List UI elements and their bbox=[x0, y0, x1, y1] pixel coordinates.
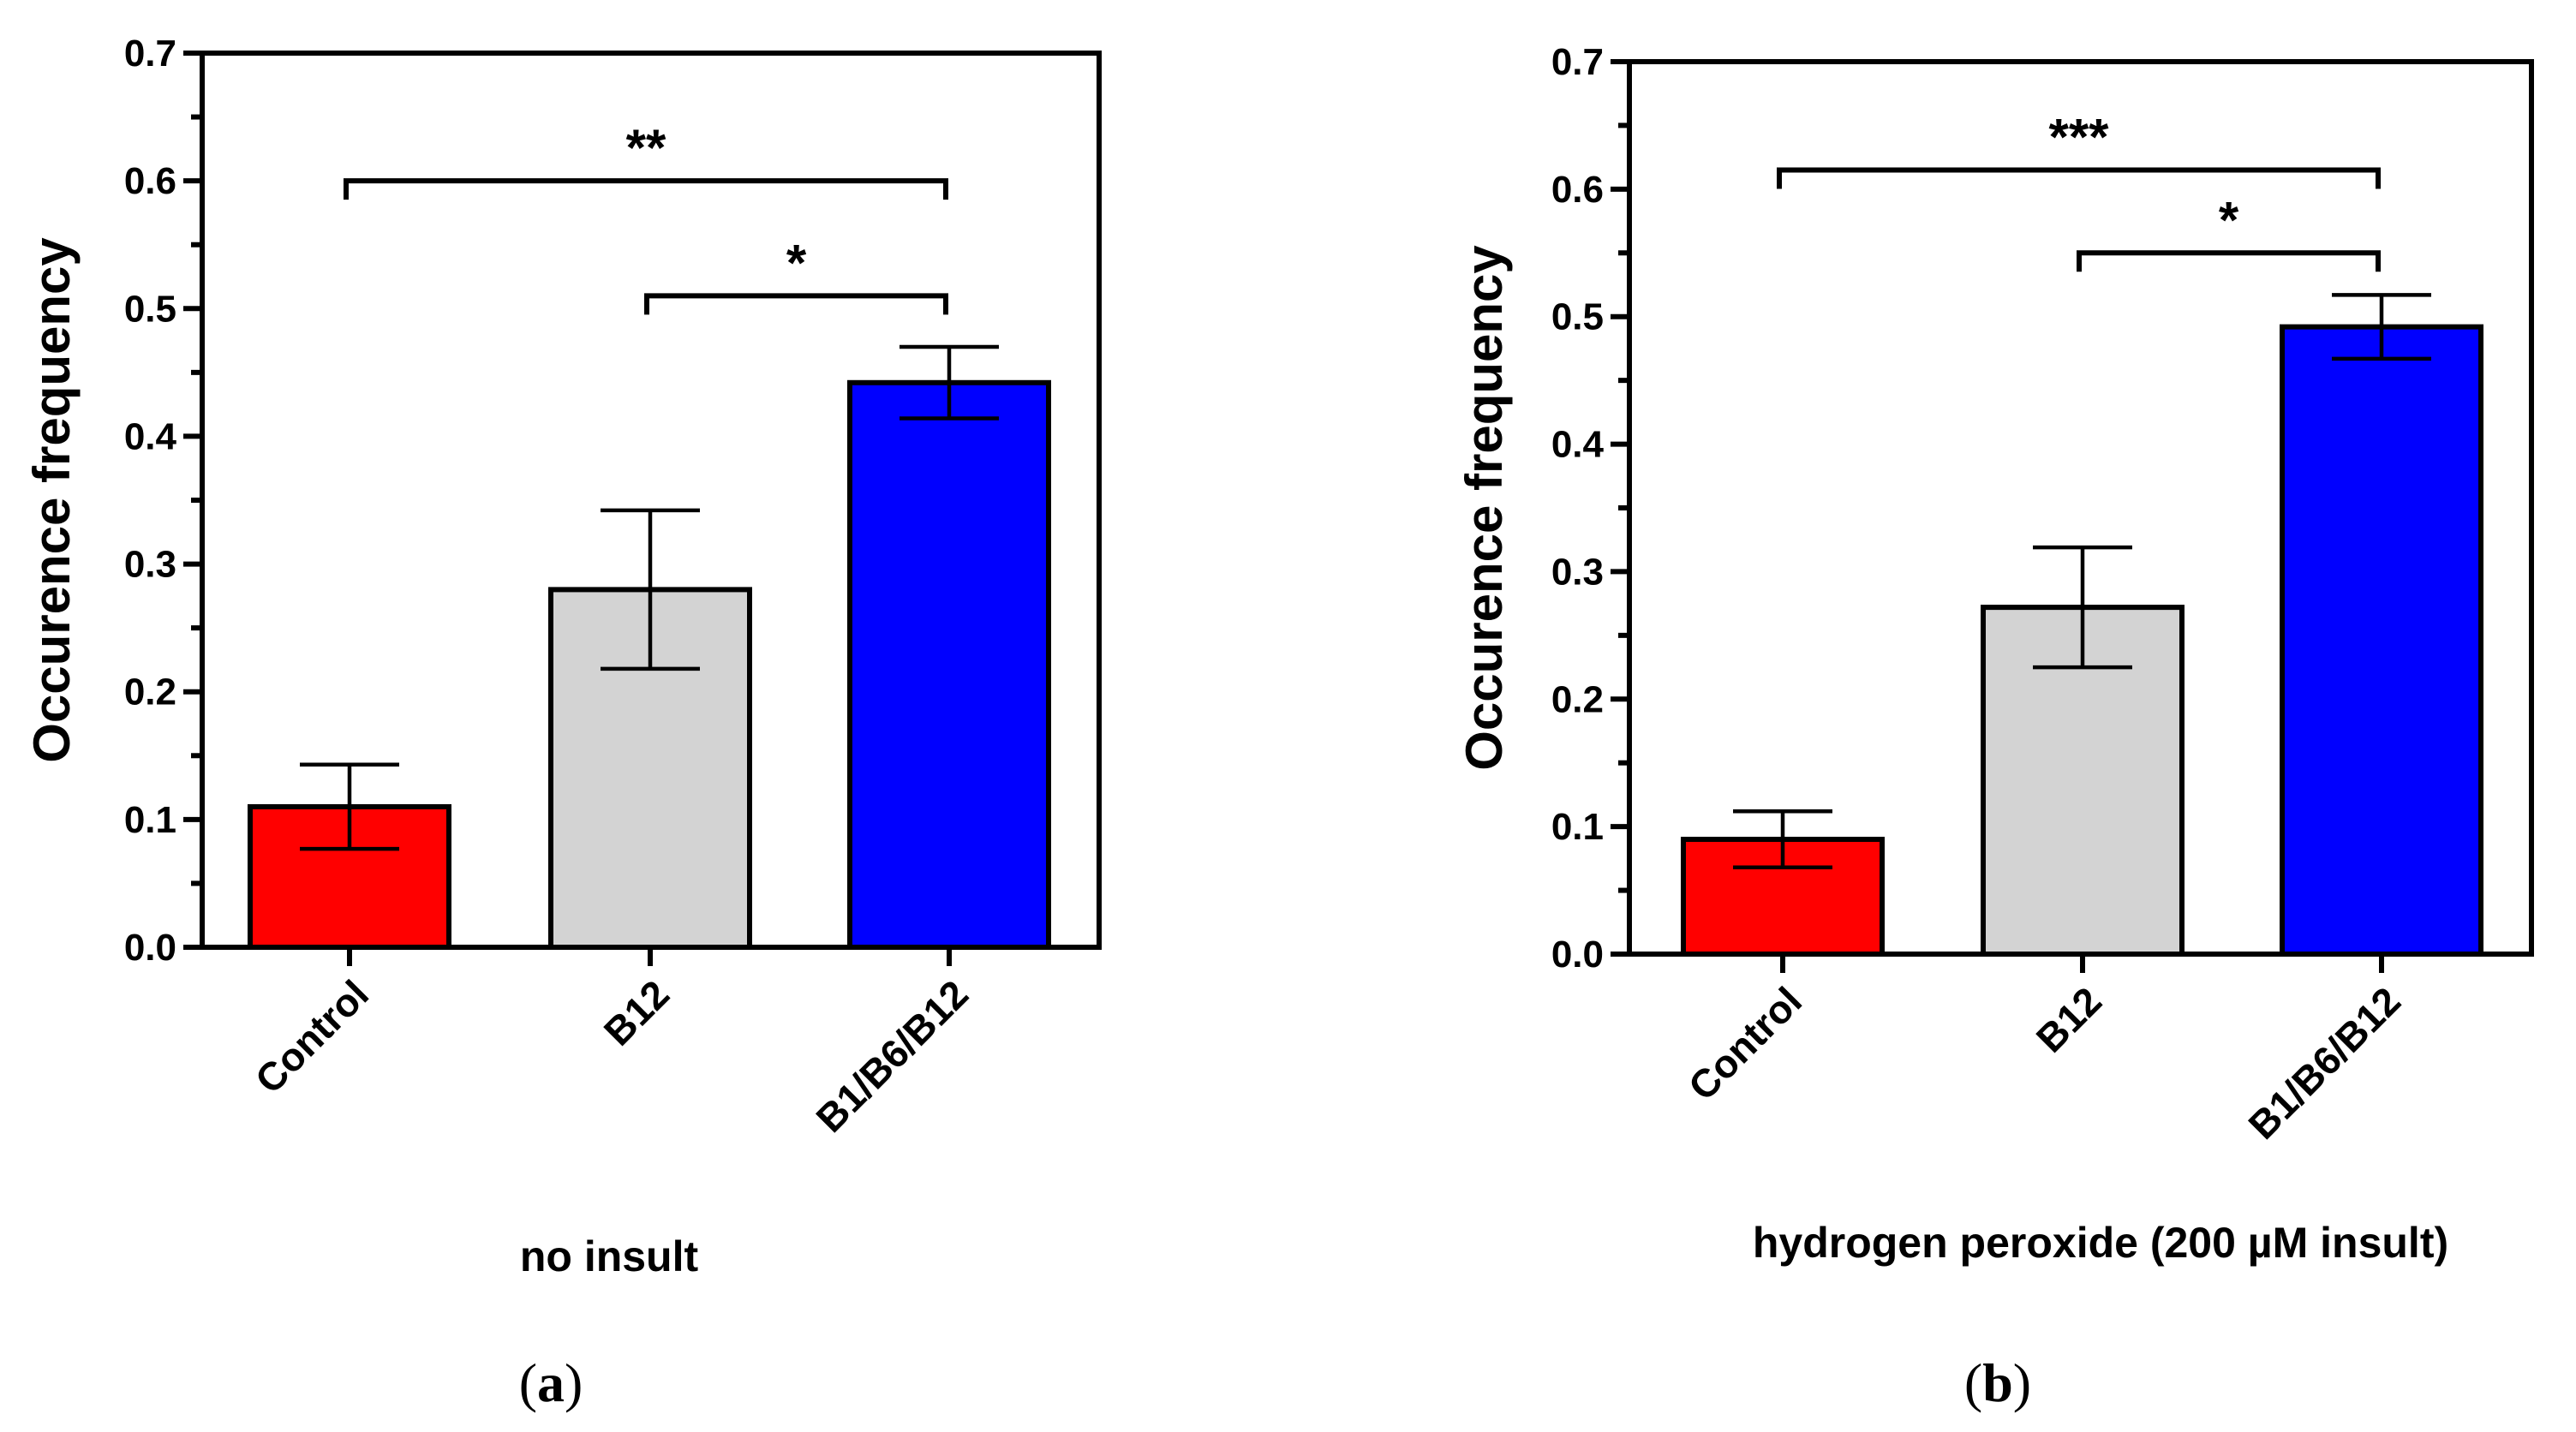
bar bbox=[2280, 324, 2483, 957]
significance-bracket bbox=[1777, 167, 2381, 189]
significance-bracket bbox=[344, 178, 948, 200]
bar bbox=[847, 379, 1051, 950]
plot-frame bbox=[200, 51, 1102, 950]
category-label: B1/B6/B12 bbox=[807, 971, 977, 1141]
y-tick-label: 0.3 bbox=[124, 544, 176, 586]
y-axis-label: Occurence frequency bbox=[1455, 245, 1513, 771]
y-tick-label: 0.7 bbox=[1551, 41, 1604, 83]
y-tick-label: 0.0 bbox=[124, 927, 176, 969]
significance-label: *** bbox=[2048, 109, 2109, 166]
category-label: Control bbox=[247, 971, 377, 1101]
y-tick-label: 0.1 bbox=[1551, 806, 1604, 848]
panel-label: (b) bbox=[1964, 1352, 2031, 1413]
chart-panel-a: 0.0 0.1 0.2 0.3 0.4 0.5 0.6 0.7 Control B12 B1/B6/… bbox=[23, 33, 1102, 1413]
significance-label: * bbox=[2219, 191, 2239, 248]
y-tick-label: 0.4 bbox=[1551, 424, 1605, 466]
significance-bracket bbox=[2077, 250, 2381, 272]
significance-bracket bbox=[644, 293, 948, 315]
x-axis-label: no insult bbox=[520, 1232, 699, 1280]
plot-frame bbox=[1627, 59, 2534, 957]
y-tick-label: 0.0 bbox=[1551, 934, 1604, 976]
panel-label: (a) bbox=[519, 1352, 583, 1413]
y-tick-label: 0.5 bbox=[1551, 296, 1604, 338]
significance-label: * bbox=[786, 234, 807, 291]
y-tick-label: 0.2 bbox=[124, 671, 176, 713]
category-label: B12 bbox=[595, 971, 678, 1053]
y-tick-label: 0.7 bbox=[124, 33, 176, 75]
y-tick-label: 0.5 bbox=[124, 288, 176, 330]
category-label: B12 bbox=[2028, 978, 2110, 1060]
y-tick-label: 0.1 bbox=[124, 799, 176, 841]
y-tick-label: 0.3 bbox=[1551, 551, 1604, 593]
category-label: B1/B6/B12 bbox=[2239, 978, 2409, 1148]
x-axis-label: hydrogen peroxide (200 µM insult) bbox=[1753, 1219, 2448, 1267]
y-tick-label: 0.4 bbox=[124, 415, 177, 457]
y-tick-label: 0.2 bbox=[1551, 678, 1604, 720]
category-label: Control bbox=[1680, 978, 1810, 1108]
y-axis-label: Occurence frequency bbox=[23, 237, 81, 763]
chart-panel-b: 0.0 0.1 0.2 0.3 0.4 0.5 0.6 0.7 Control B12 B1/B6/… bbox=[1455, 41, 2534, 1413]
y-tick-label: 0.6 bbox=[124, 160, 176, 202]
y-tick-label: 0.6 bbox=[1551, 169, 1604, 211]
significance-label: ** bbox=[626, 119, 666, 176]
